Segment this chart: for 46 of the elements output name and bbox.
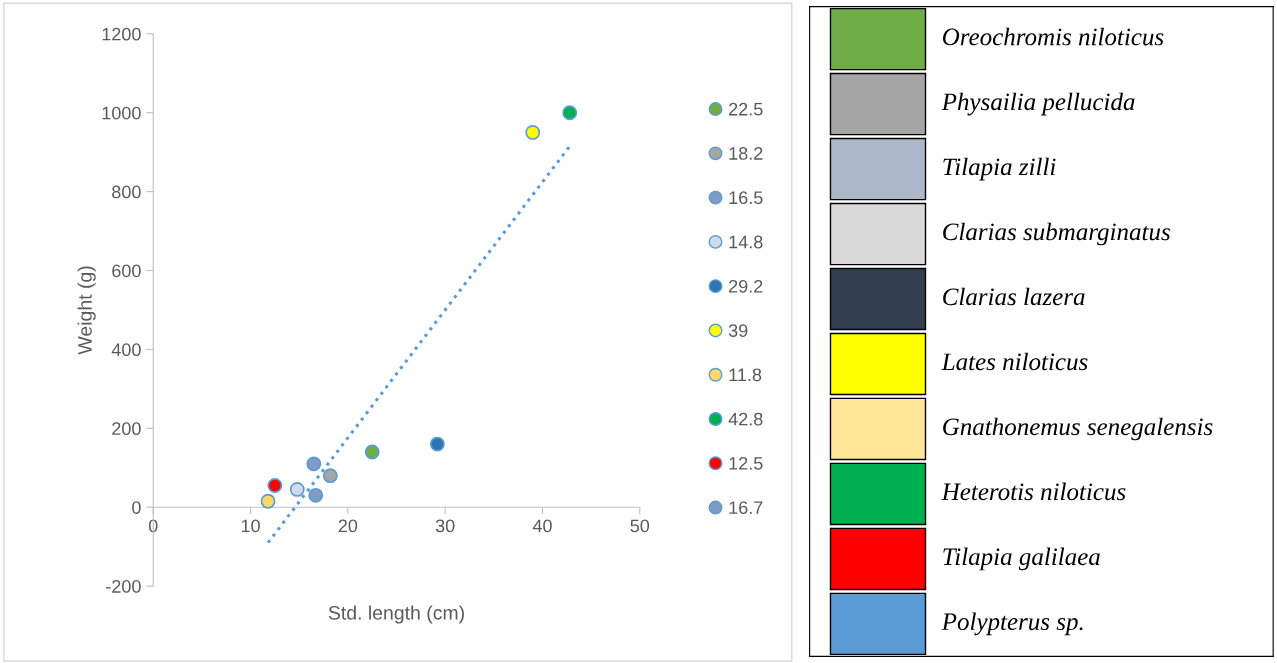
category-label: Oreochromis niloticus	[942, 27, 1164, 46]
point	[525, 125, 541, 140]
legend-label: 16.5	[729, 191, 763, 205]
legend-label: 39	[728, 324, 748, 337]
category-label: Gnathonemus senegalensis	[943, 417, 1213, 441]
x-tick-label: 10	[241, 519, 260, 533]
category-label: Lates niloticus	[941, 352, 1088, 371]
legend-label: 29.2	[729, 279, 763, 293]
legend-label: 18.2	[729, 147, 763, 160]
point	[562, 105, 578, 121]
x-tick-label: 40	[532, 519, 552, 533]
x-axis-title: Std. length (cm)	[328, 605, 464, 624]
category-label: Clarias submarginatus	[943, 222, 1170, 246]
point	[308, 487, 324, 503]
y-tick-label: 1200	[102, 27, 141, 41]
legend-label: 12.5	[729, 456, 763, 470]
legend-label: 42.8	[728, 412, 763, 426]
category-label: Physailia pellucida	[941, 92, 1135, 116]
category-label: Tilapia zilli	[943, 157, 1056, 181]
y-tick-label: 200	[112, 422, 141, 436]
x-tick-label: 0	[148, 519, 158, 533]
point	[429, 436, 445, 452]
y-tick-label: 400	[111, 343, 141, 357]
legend-label: 11.8	[729, 368, 762, 382]
legend-label: 14.8	[729, 235, 763, 249]
legend-label: 16.7	[729, 501, 763, 515]
y-tick-label: 600	[112, 264, 141, 278]
point	[322, 468, 338, 484]
point	[260, 493, 276, 509]
y-tick-label: 1000	[102, 106, 141, 120]
point	[364, 444, 380, 460]
x-tick-label: 20	[338, 519, 358, 533]
y-axis-title: Weight (g)	[77, 266, 96, 355]
category-label: Clarias lazera	[943, 287, 1085, 306]
category-label: Polypterus sp.	[941, 612, 1083, 636]
point	[267, 478, 283, 493]
x-tick-label: 30	[435, 519, 455, 533]
x-tick-label: 50	[630, 519, 650, 533]
point	[289, 482, 305, 497]
point	[306, 456, 322, 472]
category-label: Tilapia galilaea	[943, 547, 1100, 571]
y-tick-label: -200	[106, 580, 141, 593]
legend-label: 22.5	[729, 102, 763, 116]
y-tick-label: 0	[132, 501, 141, 514]
y-tick-label: 800	[112, 185, 141, 199]
category-label: Heterotis niloticus	[941, 482, 1126, 501]
